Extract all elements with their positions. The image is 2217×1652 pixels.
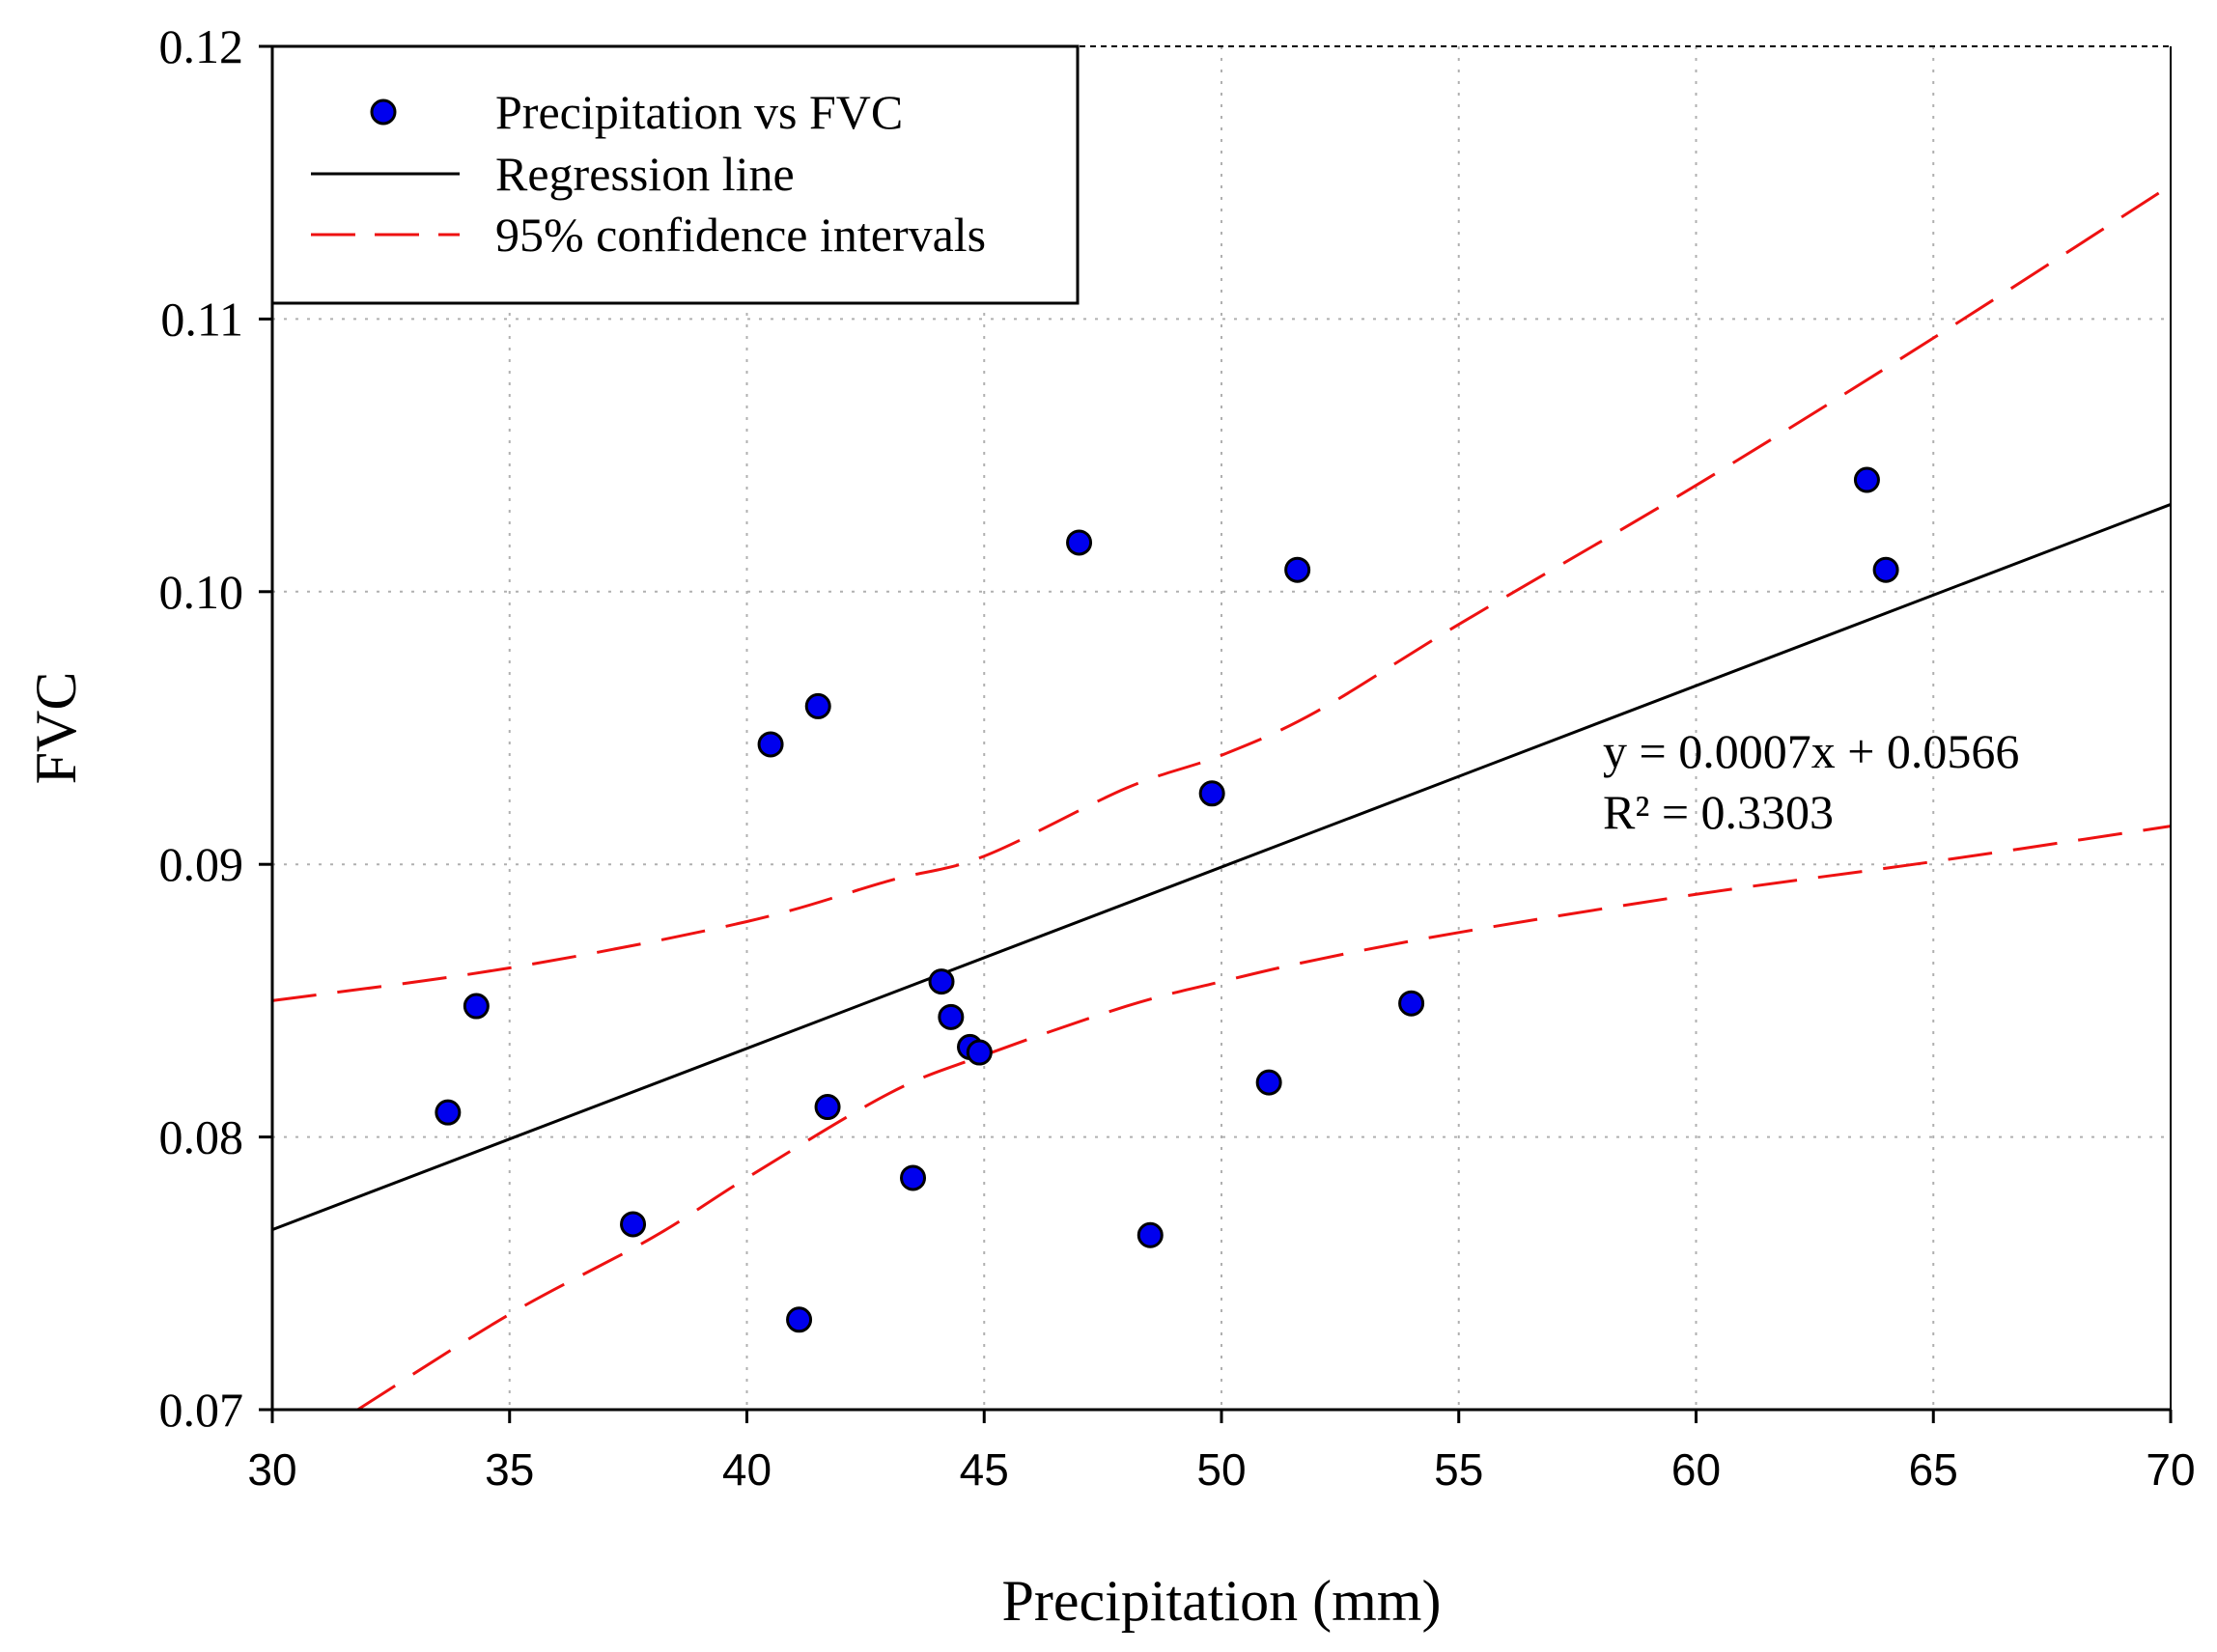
legend-point-marker xyxy=(370,98,397,126)
data-point xyxy=(1198,780,1225,807)
points-layer xyxy=(435,466,1899,1333)
data-point xyxy=(620,1211,647,1238)
legend-regression-label: Regression line xyxy=(495,147,795,201)
data-point xyxy=(1284,556,1311,583)
data-point xyxy=(814,1094,841,1121)
data-point xyxy=(966,1039,993,1066)
regression-line xyxy=(271,503,2172,1232)
ticks-layer: 30 35 40 45 50 55 60 65 70 0.07 0.08 0.09 0.10 0.11 0.… xyxy=(159,19,2196,1495)
data-point xyxy=(786,1306,813,1333)
y-axis-title: FVC xyxy=(24,672,88,785)
ci-upper-curve xyxy=(271,183,2172,1002)
y-tick-label: 0.08 xyxy=(159,1110,244,1164)
x-tick-label: 60 xyxy=(1671,1444,1721,1495)
data-point xyxy=(435,1099,462,1126)
y-tick-label: 0.11 xyxy=(160,292,243,346)
legend-points-label: Precipitation vs FVC xyxy=(495,85,903,139)
legend-ci-label: 95% confidence intervals xyxy=(495,208,986,262)
data-point xyxy=(1872,556,1899,583)
data-point xyxy=(1255,1069,1282,1096)
y-tick-label: 0.09 xyxy=(159,837,244,891)
x-tick-label: 40 xyxy=(722,1444,772,1495)
regression-equation: y = 0.0007x + 0.0566 xyxy=(1603,724,2019,778)
data-point xyxy=(938,1003,965,1030)
data-point xyxy=(463,993,490,1020)
x-tick-label: 50 xyxy=(1196,1444,1246,1495)
data-point xyxy=(1398,990,1425,1017)
data-point xyxy=(1066,529,1093,556)
x-tick-label: 35 xyxy=(485,1444,534,1495)
legend: Precipitation vs FVC Regression line 95%… xyxy=(270,44,1080,305)
r-squared-label: R² = 0.3303 xyxy=(1603,785,1834,839)
x-tick-label: 30 xyxy=(247,1444,296,1495)
y-tick-label: 0.10 xyxy=(159,565,244,619)
y-tick-label: 0.07 xyxy=(159,1383,244,1437)
x-tick-label: 55 xyxy=(1434,1444,1483,1495)
data-point xyxy=(804,692,831,719)
x-tick-label: 65 xyxy=(1909,1444,1958,1495)
x-axis-title: Precipitation (mm) xyxy=(1002,1569,1442,1633)
data-point xyxy=(757,731,784,758)
data-point xyxy=(1137,1221,1164,1248)
grid-layer xyxy=(272,46,2171,1410)
regression-layer xyxy=(271,503,2172,1232)
ci-layer xyxy=(271,183,2172,1412)
data-point xyxy=(928,968,955,995)
y-tick-label: 0.12 xyxy=(159,19,244,73)
data-point xyxy=(1853,466,1880,493)
data-point xyxy=(900,1164,927,1191)
x-tick-label: 70 xyxy=(2146,1444,2195,1495)
x-tick-label: 45 xyxy=(960,1444,1009,1495)
ci-lower-curve xyxy=(356,825,2172,1412)
